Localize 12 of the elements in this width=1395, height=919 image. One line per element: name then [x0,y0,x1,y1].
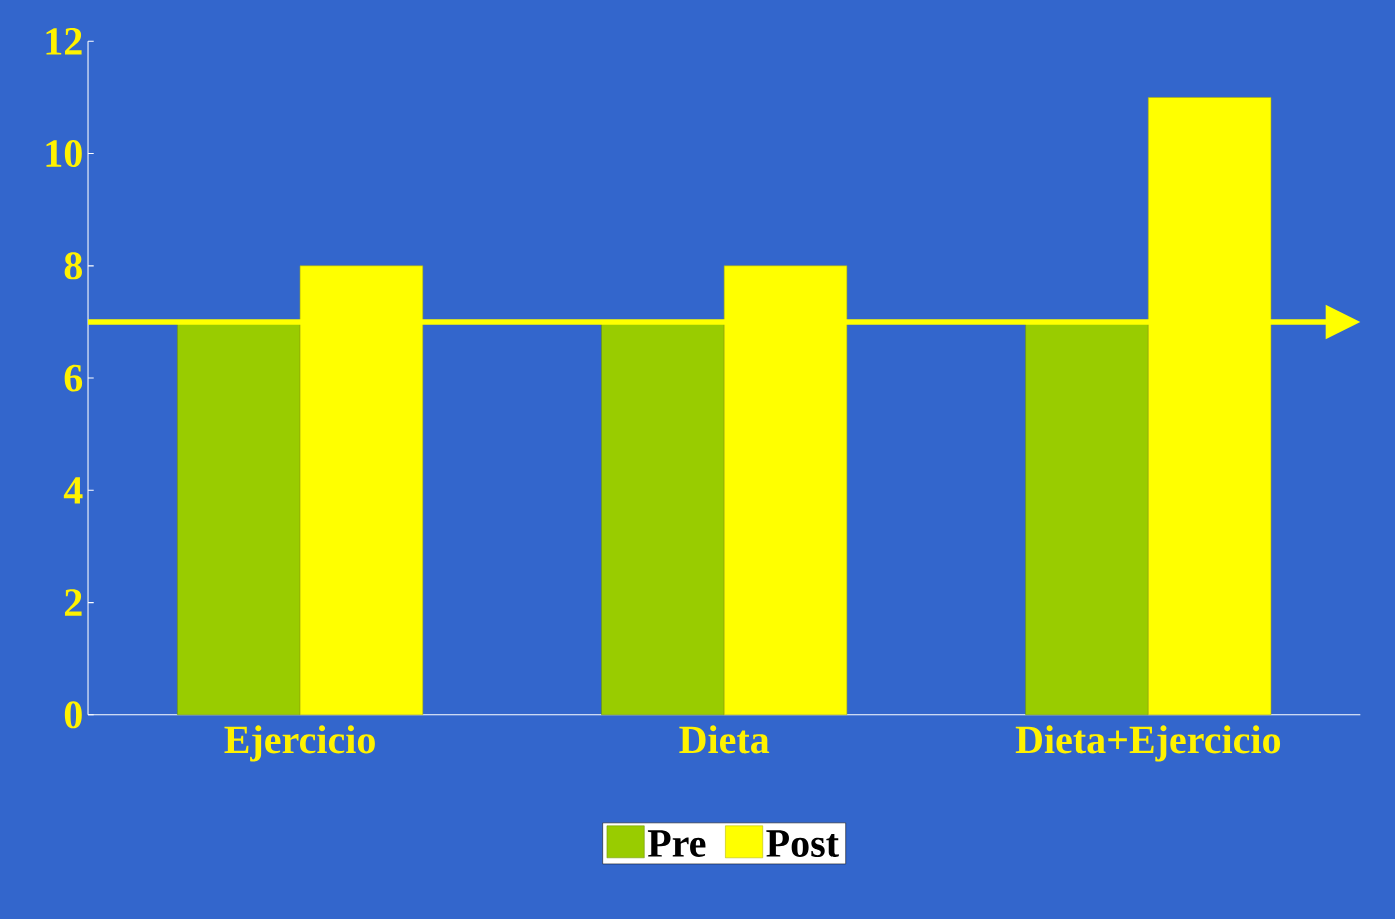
y-tick-label: 2 [64,589,82,616]
y-tick-label: 6 [64,364,83,392]
legend-label: Post [766,830,839,858]
y-tick-label: 12 [46,28,82,55]
x-tick-label: Dieta [679,725,770,754]
x-tick-label: Ejercicio [224,725,375,762]
y-tick-label: 10 [46,140,82,168]
x-tick-label: Dieta+Ejercicio [1015,725,1281,762]
y-tick-label: 0 [64,701,82,729]
y-tick-label: 4 [63,477,83,504]
y-tick-label: 8 [64,252,82,280]
legend-label: Pre [647,830,706,857]
